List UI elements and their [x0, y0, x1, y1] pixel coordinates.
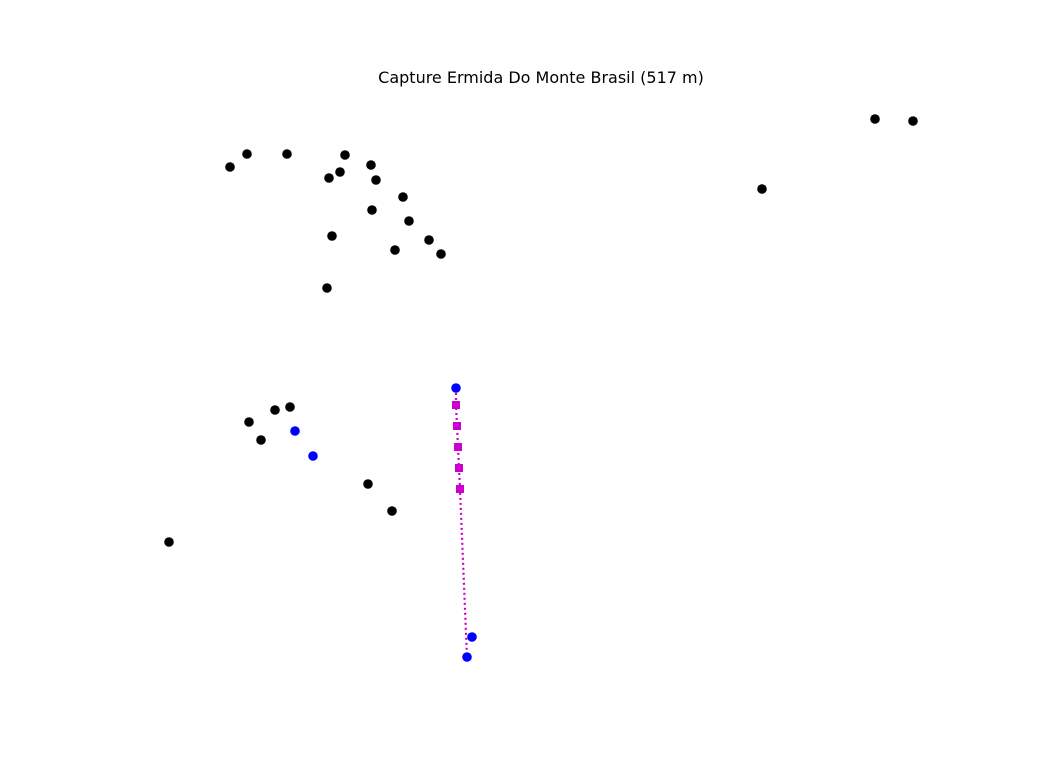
route-square-marker [454, 443, 462, 451]
blue-point [451, 383, 461, 393]
black-point [371, 175, 381, 185]
black-point [327, 231, 337, 241]
blue-point [290, 426, 300, 436]
route-square-marker [456, 485, 464, 493]
black-point [225, 162, 235, 172]
blue-point [462, 652, 472, 662]
black-point [242, 149, 252, 159]
black-point [870, 114, 880, 124]
black-point [164, 537, 174, 547]
blue-point [467, 632, 477, 642]
black-point [324, 173, 334, 183]
black-point [282, 149, 292, 159]
black-point [256, 435, 266, 445]
blue-point [308, 451, 318, 461]
black-point [757, 184, 767, 194]
black-point [285, 402, 295, 412]
black-point [340, 150, 350, 160]
black-point [322, 283, 332, 293]
black-point [404, 216, 414, 226]
chart-title: Capture Ermida Do Monte Brasil (517 m) [378, 68, 704, 87]
black-point [270, 405, 280, 415]
black-point [424, 235, 434, 245]
black-point [436, 249, 446, 259]
black-point [244, 417, 254, 427]
black-point [387, 506, 397, 516]
route-square-marker [452, 401, 460, 409]
black-point [367, 205, 377, 215]
black-point [908, 116, 918, 126]
black-point [335, 167, 345, 177]
black-point [366, 160, 376, 170]
route-square-marker [455, 464, 463, 472]
black-point [398, 192, 408, 202]
black-point [363, 479, 373, 489]
route-square-marker [453, 422, 461, 430]
black-point [390, 245, 400, 255]
